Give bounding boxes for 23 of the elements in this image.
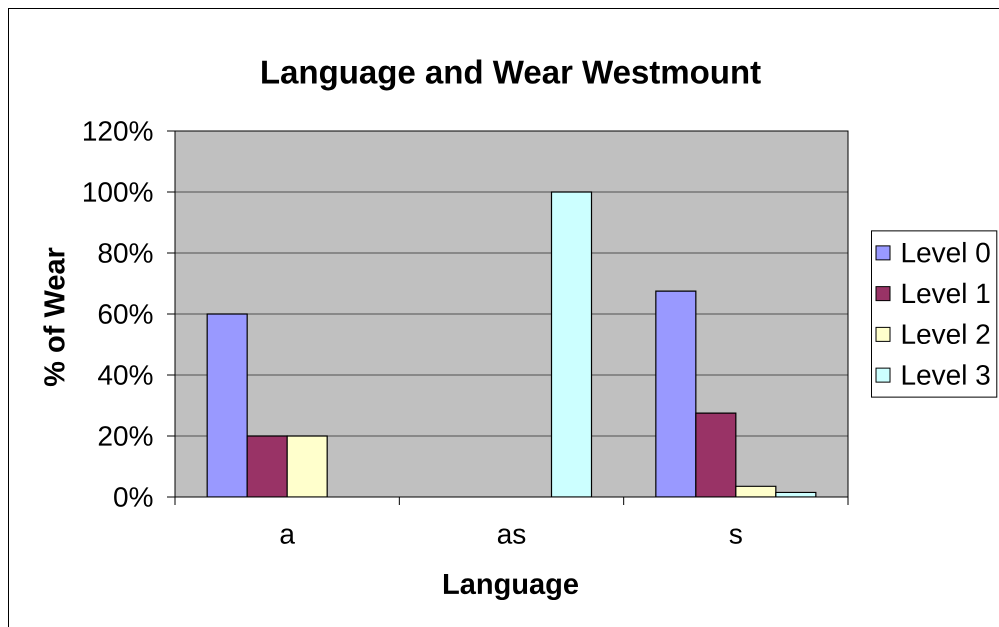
x-tick-label: as [498, 528, 526, 544]
x-axis-title: Language [444, 574, 578, 600]
bar [206, 313, 248, 497]
bar [246, 435, 288, 497]
legend-label: Level 2 [902, 324, 990, 344]
chart-title: Language and Wear Westmount [262, 60, 761, 90]
y-tick-label: 0% [114, 487, 152, 507]
legend-label: Level 0 [902, 242, 990, 262]
x-tick-label: s [730, 528, 742, 544]
legend-label: Level 3 [902, 364, 990, 385]
bar [695, 412, 736, 497]
x-tick-label: a [280, 528, 295, 544]
y-tick-label: 40% [98, 365, 152, 385]
y-axis-title: % of Wear [43, 248, 65, 386]
y-tick-label: 60% [98, 304, 152, 324]
y-tick-label: 100% [84, 182, 152, 202]
bar [550, 191, 592, 497]
legend-label: Level 1 [902, 282, 990, 304]
y-tick-label: 120% [84, 121, 152, 141]
bar [655, 290, 696, 497]
y-tick-label: 20% [98, 426, 152, 446]
y-tick-label: 80% [98, 243, 152, 263]
bar [286, 435, 328, 497]
